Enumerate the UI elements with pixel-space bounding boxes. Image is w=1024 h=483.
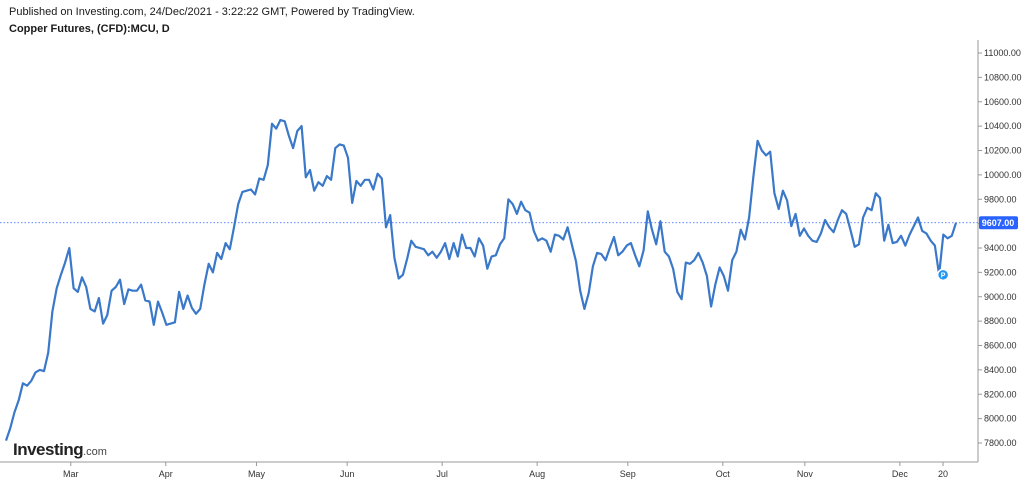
y-tick-label: 8800.00 bbox=[984, 316, 1017, 326]
chart-title: Copper Futures, (CFD):MCU, D bbox=[9, 23, 170, 35]
x-tick-label: May bbox=[248, 469, 266, 479]
x-tick-label: Oct bbox=[716, 469, 731, 479]
x-tick-label: Nov bbox=[797, 469, 814, 479]
x-tick-label: Mar bbox=[63, 469, 79, 479]
logo-suffix: .com bbox=[83, 446, 107, 458]
y-tick-label: 7800.00 bbox=[984, 438, 1017, 448]
x-tick-label: Jun bbox=[340, 469, 355, 479]
y-tick-label: 8000.00 bbox=[984, 414, 1017, 424]
x-tick-label: Dec bbox=[892, 469, 909, 479]
y-tick-label: 10400.00 bbox=[984, 121, 1022, 131]
last-point-marker: P bbox=[936, 268, 950, 282]
x-tick-label: Apr bbox=[159, 469, 173, 479]
x-tick-label: Aug bbox=[529, 469, 545, 479]
price-axis: 7800.00 8000.00 8200.00 8400.00 8600.00 8800.… bbox=[978, 48, 1022, 448]
copper-price-line bbox=[4, 118, 958, 441]
y-tick-label: 9000.00 bbox=[984, 292, 1017, 302]
y-tick-label: 8600.00 bbox=[984, 341, 1017, 351]
current-price-label-text: 9607.00 bbox=[982, 218, 1015, 228]
y-tick-label: 10000.00 bbox=[984, 170, 1022, 180]
y-tick-label: 10800.00 bbox=[984, 72, 1022, 82]
logo-brand: Investing bbox=[13, 440, 84, 459]
investing-logo: Investing.com bbox=[13, 440, 107, 460]
published-info: Published on Investing.com, 24/Dec/2021 … bbox=[9, 6, 415, 18]
y-tick-label: 9800.00 bbox=[984, 194, 1017, 204]
current-price-label: 9607.00 bbox=[979, 216, 1018, 230]
x-tick-label: Sep bbox=[620, 469, 636, 479]
last-point-badge-icon bbox=[936, 268, 950, 282]
y-tick-label: 10200.00 bbox=[984, 146, 1022, 156]
last-point-badge-letter: P bbox=[941, 272, 946, 279]
x-tick-label: 20 bbox=[938, 469, 948, 479]
time-axis: Mar Apr May Jun Jul Aug Sep Oct Nov Dec 20 bbox=[63, 462, 948, 479]
current-price-label-bg bbox=[979, 216, 1018, 230]
y-tick-label: 8200.00 bbox=[984, 389, 1017, 399]
x-tick-label: Jul bbox=[436, 469, 448, 479]
y-tick-label: 9200.00 bbox=[984, 267, 1017, 277]
y-tick-label: 11000.00 bbox=[984, 48, 1021, 58]
y-tick-label: 10600.00 bbox=[984, 97, 1022, 107]
y-tick-label: 9400.00 bbox=[984, 243, 1017, 253]
y-tick-label: 8400.00 bbox=[984, 365, 1017, 375]
